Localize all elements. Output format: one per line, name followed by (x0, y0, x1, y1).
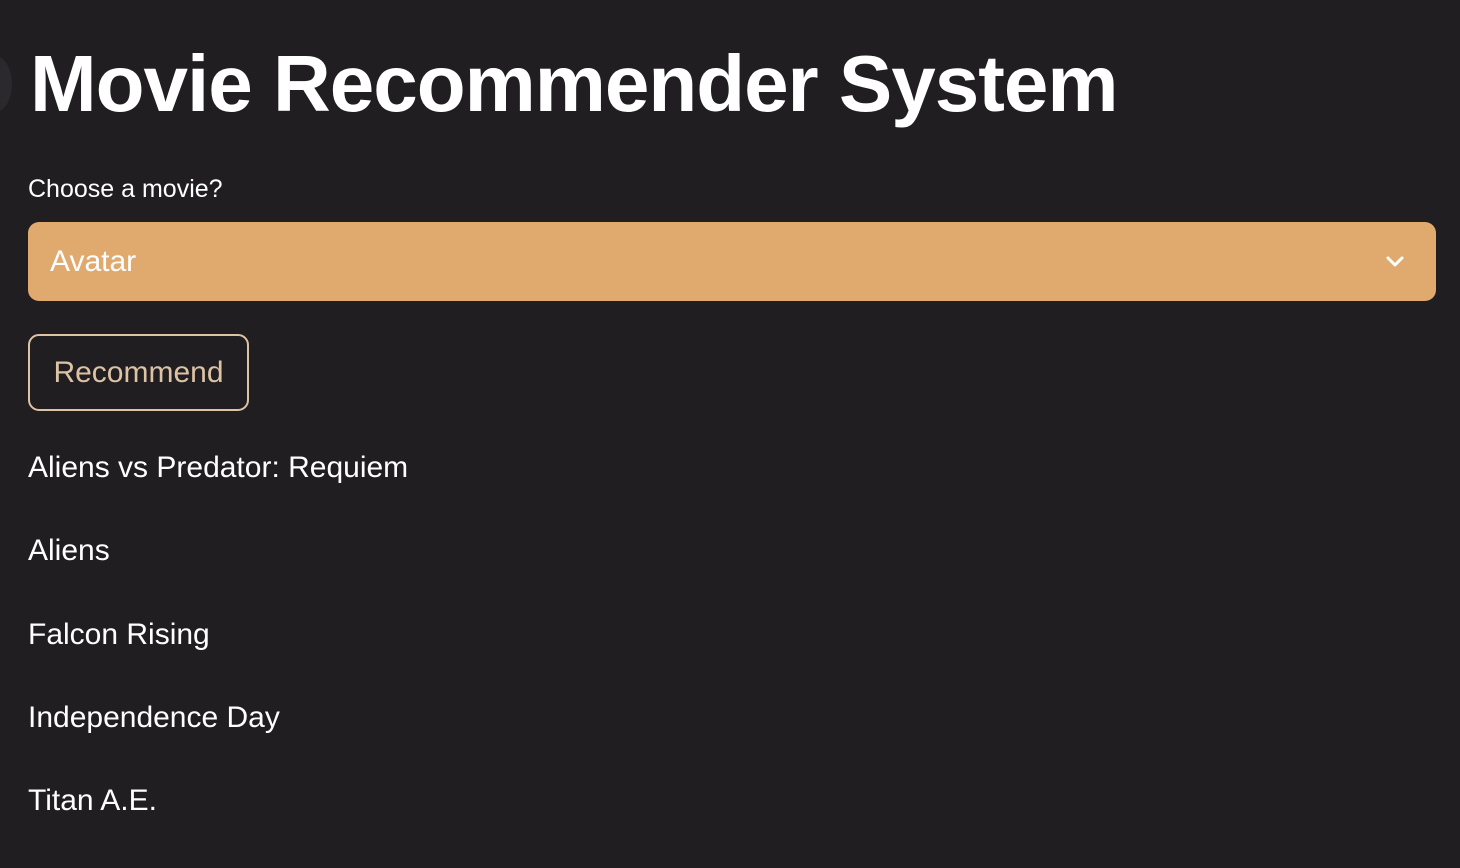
recommendation-list: Aliens vs Predator: Requiem Aliens Falco… (28, 446, 408, 862)
chevron-down-icon (1386, 256, 1404, 267)
recommendation-item: Falcon Rising (28, 617, 210, 651)
recommend-button[interactable]: Recommend (28, 334, 249, 411)
recommendation-item: Titan A.E. (28, 784, 157, 818)
page-title: Movie Recommender System (30, 39, 1119, 128)
movie-select-value: Avatar (50, 245, 137, 278)
sidebar-toggle[interactable] (0, 56, 12, 112)
recommendation-item: Independence Day (28, 700, 280, 734)
recommendation-item: Aliens vs Predator: Requiem (28, 451, 409, 484)
movie-select-label: Choose a movie? (28, 175, 223, 203)
movie-select[interactable]: Avatar (28, 222, 1436, 301)
recommendation-item: Aliens (28, 534, 110, 568)
